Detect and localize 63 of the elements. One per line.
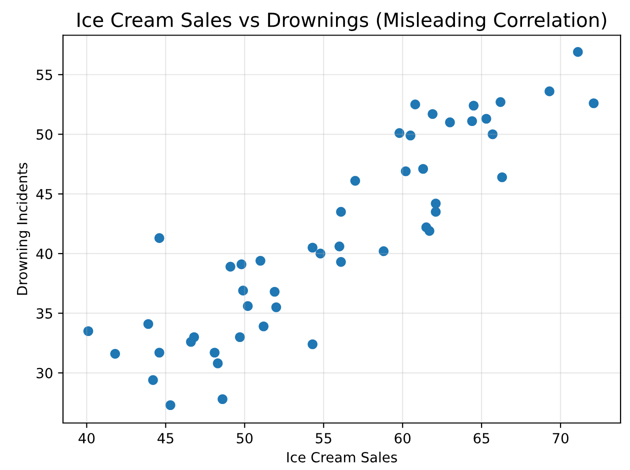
point bbox=[256, 256, 266, 266]
y-tick-label: 40 bbox=[36, 248, 52, 260]
x-tick-label: 50 bbox=[236, 432, 253, 444]
y-tick-label: 50 bbox=[36, 129, 52, 140]
point bbox=[488, 129, 498, 140]
y-axis-title: Drowning Incidents bbox=[16, 162, 30, 295]
point bbox=[496, 97, 506, 107]
point bbox=[308, 242, 318, 253]
point bbox=[270, 286, 280, 297]
point bbox=[445, 117, 455, 128]
point bbox=[154, 233, 164, 243]
point bbox=[258, 321, 268, 332]
point bbox=[236, 259, 246, 270]
point bbox=[154, 348, 164, 358]
point bbox=[308, 339, 318, 350]
point bbox=[143, 319, 154, 329]
point bbox=[428, 109, 438, 119]
x-tick-label: 70 bbox=[552, 432, 568, 444]
point bbox=[430, 198, 441, 208]
point bbox=[242, 301, 253, 311]
y-tick-label: 35 bbox=[36, 308, 52, 319]
point bbox=[350, 176, 360, 186]
x-axis-title: Ice Cream Sales bbox=[287, 452, 397, 462]
point bbox=[468, 100, 479, 111]
point bbox=[218, 394, 228, 404]
x-tick-label: 65 bbox=[474, 432, 490, 444]
point bbox=[572, 47, 583, 57]
point bbox=[378, 246, 389, 256]
point bbox=[497, 172, 507, 182]
point bbox=[588, 98, 599, 108]
point bbox=[467, 116, 477, 126]
point bbox=[212, 358, 223, 368]
y-tick-label: 30 bbox=[36, 368, 52, 378]
point bbox=[110, 348, 120, 359]
point bbox=[544, 86, 554, 96]
point bbox=[400, 166, 411, 176]
point bbox=[271, 302, 282, 312]
point bbox=[189, 332, 200, 342]
point bbox=[165, 400, 176, 410]
point bbox=[316, 248, 326, 258]
point bbox=[148, 375, 158, 385]
x-tick-label: 40 bbox=[78, 432, 95, 444]
y-tick-label: 45 bbox=[36, 189, 52, 200]
point bbox=[481, 114, 492, 124]
point bbox=[336, 257, 346, 267]
point bbox=[424, 226, 434, 236]
point bbox=[210, 348, 220, 358]
point bbox=[83, 326, 94, 336]
chart-title: Ice Cream Sales vs Drownings (Misleading Correlation) bbox=[78, 12, 606, 31]
x-tick-label: 60 bbox=[394, 432, 410, 444]
y-tick-label: 55 bbox=[36, 70, 52, 80]
point bbox=[336, 206, 346, 217]
point bbox=[418, 164, 428, 174]
point bbox=[394, 128, 404, 138]
x-tick-label: 55 bbox=[316, 433, 332, 444]
point bbox=[410, 100, 420, 110]
point bbox=[334, 242, 344, 252]
x-tick-label: 45 bbox=[158, 433, 174, 444]
point bbox=[238, 286, 248, 296]
point bbox=[234, 332, 245, 342]
point bbox=[430, 206, 441, 217]
point bbox=[226, 262, 236, 272]
point bbox=[406, 130, 416, 140]
